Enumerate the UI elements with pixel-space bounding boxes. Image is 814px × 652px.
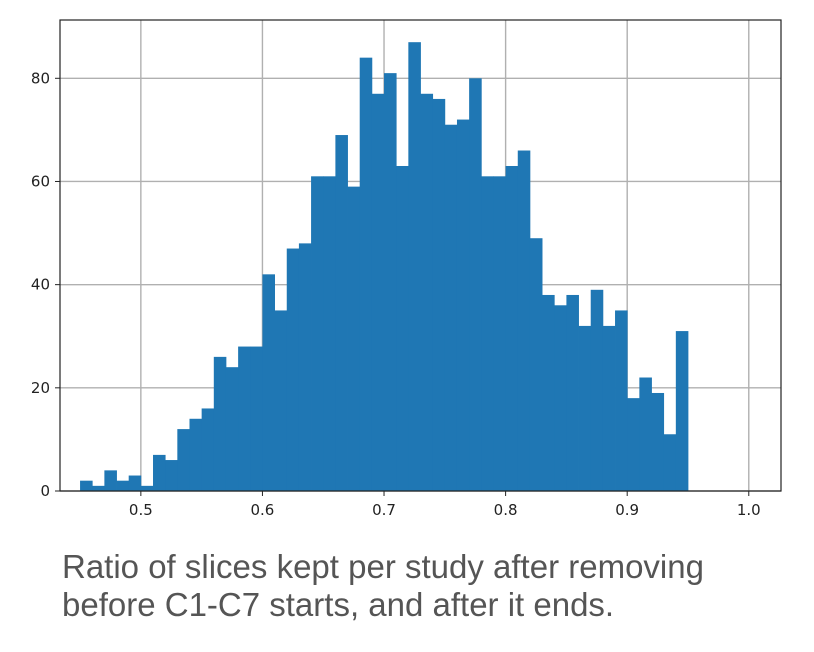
figure-caption: Ratio of slices kept per study after rem… xyxy=(62,548,802,624)
x-tick-label: 0.9 xyxy=(615,501,639,519)
y-tick-label: 40 xyxy=(31,276,50,294)
histogram-bar xyxy=(238,346,251,491)
histogram-bar xyxy=(590,289,604,491)
histogram-bar xyxy=(651,392,665,491)
plot-frame xyxy=(59,19,782,492)
histogram-bar xyxy=(615,310,628,491)
y-axis: 0 20 40 60 80 xyxy=(31,69,60,500)
histogram-chart: 0.5 0.6 0.7 0.8 0.9 1.0 0 20 40 60 80 xyxy=(31,19,782,519)
histogram-bar xyxy=(286,248,300,491)
histogram-bar xyxy=(201,408,215,491)
y-tick-label: 60 xyxy=(31,172,50,190)
histogram-bar xyxy=(675,331,689,491)
x-axis: 0.5 0.6 0.7 0.8 0.9 1.0 xyxy=(129,491,761,519)
histogram-bar xyxy=(663,434,677,491)
histogram-bar xyxy=(298,243,312,491)
histogram-bar xyxy=(116,480,130,491)
histogram-bar xyxy=(420,93,434,491)
caption-line-1: Ratio of slices kept per study after rem… xyxy=(62,548,704,585)
histogram-bar xyxy=(165,460,178,491)
histogram-bars xyxy=(80,42,689,492)
histogram-bar xyxy=(444,124,458,491)
histogram-bar xyxy=(529,238,543,491)
histogram-bar xyxy=(396,165,409,492)
histogram-bar xyxy=(566,294,579,491)
histogram-bar xyxy=(493,176,507,491)
histogram-bar xyxy=(225,367,239,491)
caption-line-2: before C1-C7 starts, and after it ends. xyxy=(62,586,615,623)
histogram-bar xyxy=(384,73,397,492)
x-tick-label: 0.5 xyxy=(129,501,153,519)
histogram-bar xyxy=(128,475,142,491)
histogram-bar xyxy=(578,325,592,491)
histogram-bar xyxy=(140,485,154,491)
histogram-bar xyxy=(481,176,494,491)
histogram-bar xyxy=(517,150,531,491)
y-tick-label: 80 xyxy=(31,69,50,87)
histogram-bar xyxy=(153,454,166,491)
histogram-bar xyxy=(189,418,203,491)
histogram-bar xyxy=(323,176,336,491)
x-tick-label: 0.6 xyxy=(251,501,275,519)
histogram-bar xyxy=(250,346,263,491)
histogram-bar xyxy=(359,57,373,491)
histogram-bar xyxy=(554,305,567,491)
histogram-bar xyxy=(347,186,361,491)
histogram-bar xyxy=(213,356,227,491)
y-tick-label: 20 xyxy=(31,379,50,397)
histogram-bar xyxy=(469,78,482,492)
histogram-bar xyxy=(262,274,275,491)
histogram-bar xyxy=(311,176,324,491)
histogram-bar xyxy=(335,135,348,491)
histogram-bar xyxy=(456,119,470,491)
x-tick-label: 0.8 xyxy=(494,501,518,519)
histogram-bar xyxy=(92,485,105,491)
histogram-bar xyxy=(542,294,555,491)
histogram-bar xyxy=(371,93,385,491)
x-tick-label: 1.0 xyxy=(737,501,761,519)
histogram-bar xyxy=(104,470,117,491)
y-tick-label: 0 xyxy=(40,482,50,500)
histogram-bar xyxy=(627,398,640,491)
histogram-bar xyxy=(177,429,190,491)
histogram-bar xyxy=(639,377,652,491)
histogram-bar xyxy=(505,165,519,492)
histogram-bar xyxy=(602,325,616,491)
histogram-bar xyxy=(432,98,446,491)
histogram-bar xyxy=(408,42,421,491)
histogram-bar xyxy=(274,310,288,491)
x-tick-label: 0.7 xyxy=(372,501,396,519)
histogram-bar xyxy=(80,480,93,491)
